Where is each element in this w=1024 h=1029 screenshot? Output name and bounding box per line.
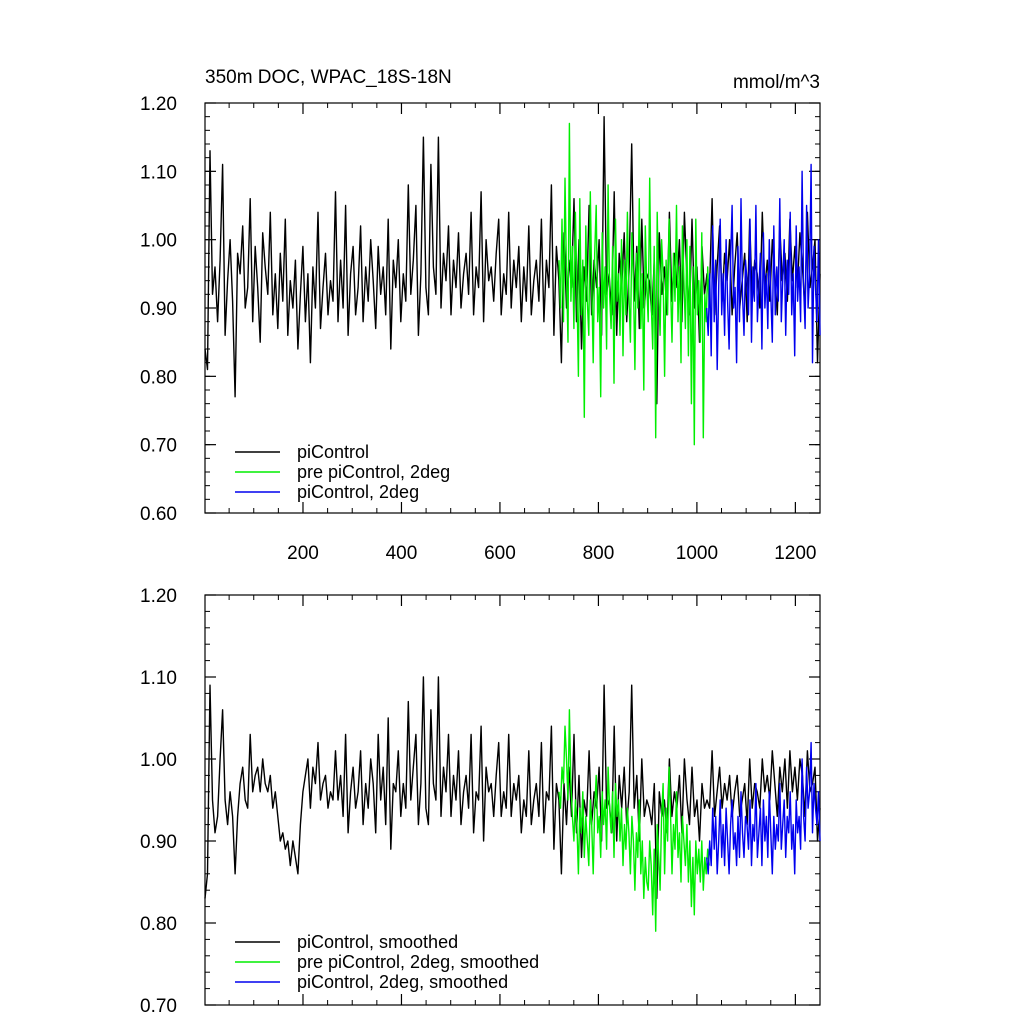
x-tick-label: 600	[484, 543, 516, 564]
x-tick-label: 1200	[774, 543, 816, 564]
x-tick-label: 400	[386, 543, 418, 564]
y-tick-label: 1.00	[140, 231, 177, 252]
legend-label: pre piControl, 2deg, smoothed	[297, 952, 539, 972]
y-tick-label: 0.90	[140, 299, 177, 320]
x-ticks-top: 200 400 600 800 1000 1200	[228, 103, 817, 564]
series-bottom	[204, 676, 821, 932]
legend-label: pre piControl, 2deg	[297, 462, 450, 482]
chart-title: 350m DOC, WPAC_18S-18N	[205, 67, 452, 88]
plot-frame-bottom	[204, 594, 821, 1006]
legend-label: piControl, smoothed	[297, 932, 458, 952]
y-tick-label: 1.00	[140, 750, 177, 771]
x-ticks-bottom	[228, 595, 796, 1005]
series-top	[204, 115, 821, 446]
y-tick-label: 0.90	[140, 832, 177, 853]
y-tick-label: 0.80	[140, 914, 177, 935]
legend-label: piControl, 2deg	[297, 482, 419, 502]
y-tick-label: 1.10	[140, 162, 177, 183]
panel-top: 350m DOC, WPAC_18S-18N mmol/m^3 0.60 0.70…	[140, 67, 821, 564]
x-tick-label: 1000	[676, 543, 718, 564]
legend-label: piControl, 2deg, smoothed	[297, 972, 508, 992]
y-tick-label: 0.70	[140, 996, 177, 1017]
series-line-pre-picontrol-2deg-smoothed	[558, 709, 710, 932]
y-tick-label: 0.60	[140, 504, 177, 525]
series-line-picontrol-smoothed	[204, 676, 821, 900]
y-tick-label: 1.20	[140, 586, 177, 607]
y-tick-label: 0.80	[140, 367, 177, 388]
series-line-picontrol-2deg-smoothed	[706, 741, 821, 875]
x-tick-label: 200	[287, 543, 319, 564]
y-tick-label: 0.70	[140, 436, 177, 457]
y-ticks-top: 0.60 0.70 0.80 0.90 1.00 1.10 1.20	[140, 94, 820, 525]
series-line-pre-picontrol-2deg	[558, 122, 710, 446]
panel-bottom: 0.70 0.80 0.90 1.00 1.10 1.20 piControl, smoo…	[140, 586, 821, 1017]
legend-label: piControl	[297, 442, 369, 462]
y-tick-label: 1.10	[140, 668, 177, 689]
units-label: mmol/m^3	[733, 72, 820, 93]
y-tick-label: 1.20	[140, 94, 177, 115]
x-tick-label: 800	[583, 543, 615, 564]
series-line-picontrol	[204, 115, 821, 405]
series-line-picontrol-2deg	[706, 163, 821, 371]
